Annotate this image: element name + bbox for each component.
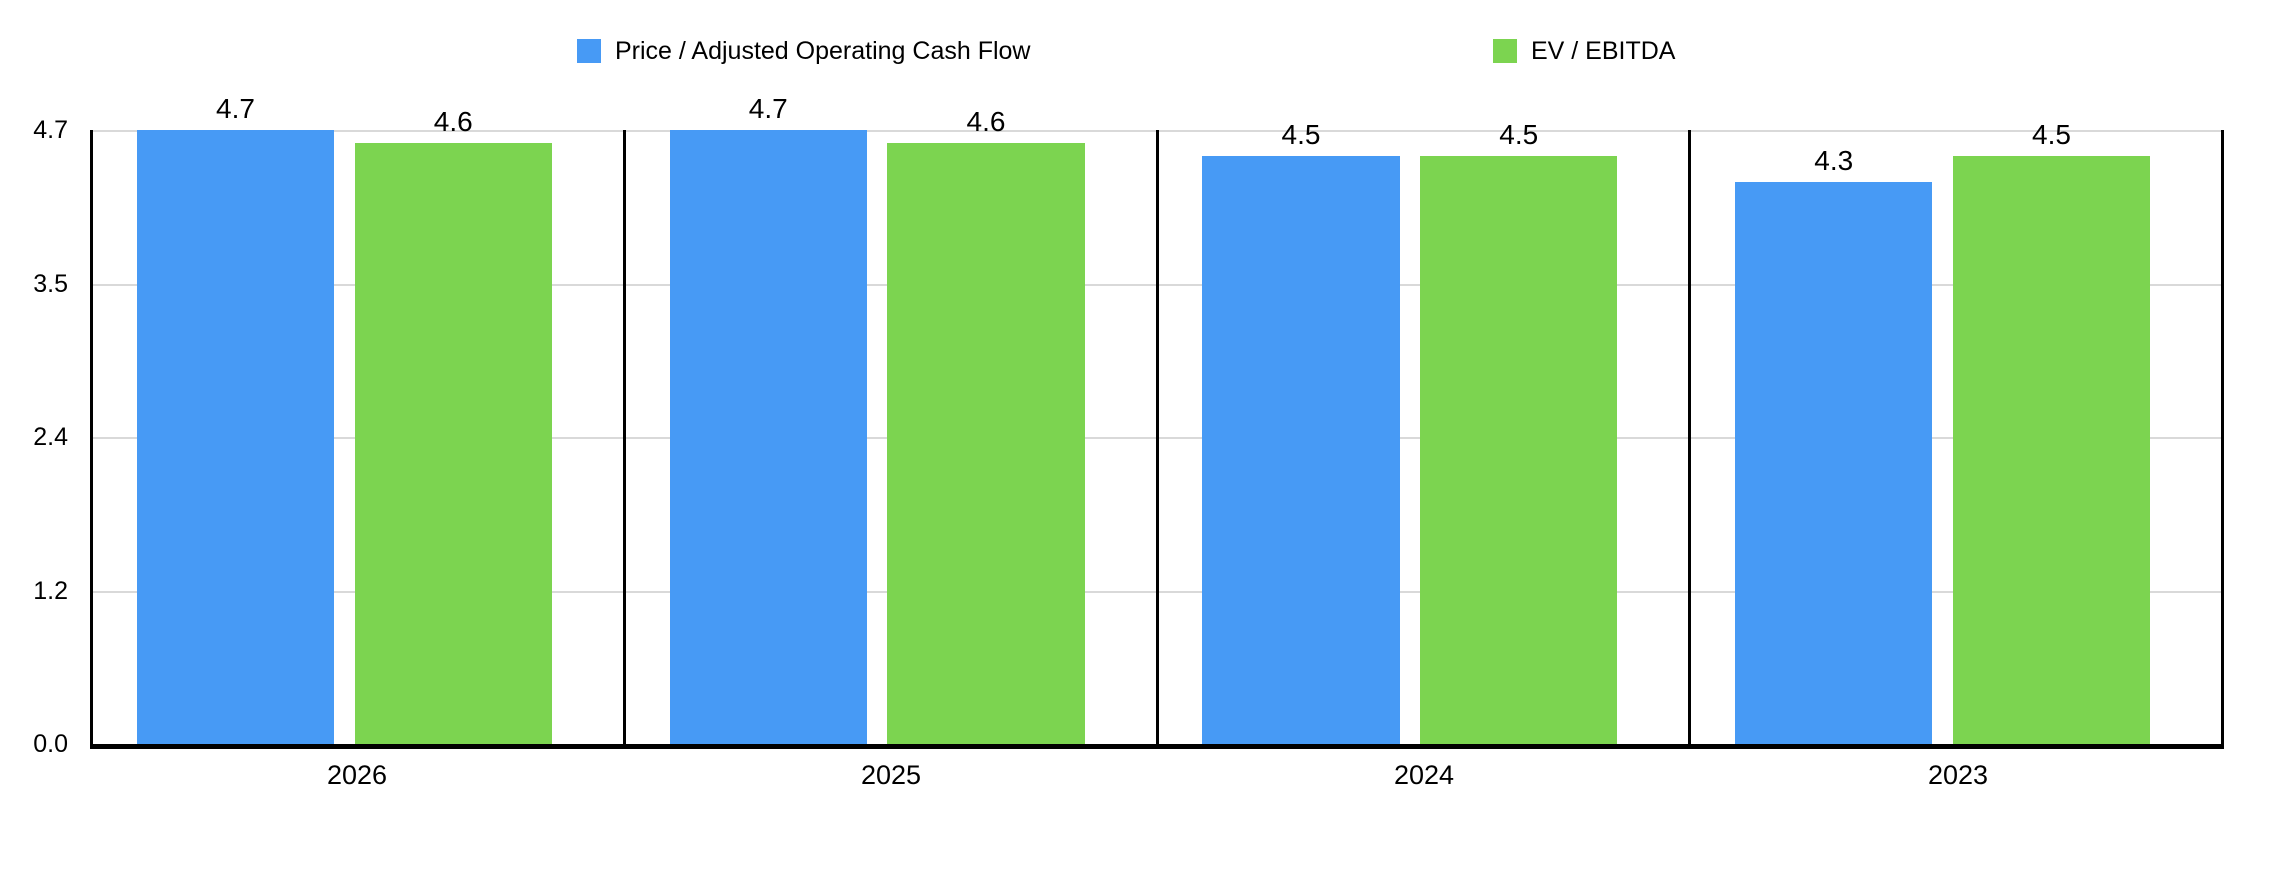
- bar-value-label: 4.6: [433, 106, 473, 138]
- y-tick-label: 3.5: [33, 270, 68, 298]
- category-group-2026: 4.7 4.6: [93, 94, 626, 744]
- bar-value-label: 4.3: [1814, 145, 1854, 177]
- x-category-label: 2023: [1927, 760, 1989, 790]
- bar-blue: 4.5: [1202, 120, 1400, 744]
- legend-item-price-adjusted-operating-cash-flow: Price / Adjusted Operating Cash Flow: [577, 38, 1030, 64]
- x-category-label: 2026: [326, 760, 388, 790]
- plot-area: 4.7 4.6 4.7 4.6 4.5 4.5 4.3 4.5: [90, 94, 2224, 749]
- bar-blue: 4.3: [1735, 146, 1933, 744]
- bar-green: 4.5: [1420, 120, 1618, 744]
- legend-label-ev-ebitda: EV / EBITDA: [1531, 37, 1676, 65]
- y-tick-label: 1.2: [33, 577, 68, 605]
- bar-value-label: 4.5: [1281, 119, 1321, 151]
- bar-green: 4.5: [1952, 120, 2150, 744]
- x-category-label: 2025: [860, 760, 922, 790]
- bar-value-label: 4.5: [2032, 119, 2071, 151]
- bar-value-label: 4.5: [1499, 119, 1539, 151]
- category-group-2025: 4.7 4.6: [626, 94, 1159, 744]
- legend-swatch-green: [1493, 39, 1517, 63]
- x-category-label: 2024: [1393, 760, 1455, 790]
- category-group-2023: 4.3 4.5: [1691, 120, 2221, 744]
- category-group-2024: 4.5 4.5: [1159, 120, 1692, 744]
- bar-value-label: 4.7: [216, 93, 255, 124]
- y-tick-label: 0.0: [33, 730, 68, 758]
- legend-swatch-blue: [577, 39, 601, 63]
- bar-blue: 4.7: [669, 94, 867, 744]
- y-tick-label: 4.7: [33, 116, 68, 144]
- bar-green: 4.6: [354, 107, 552, 744]
- bar-green: 4.6: [887, 107, 1085, 744]
- legend-item-ev-ebitda: EV / EBITDA: [1493, 38, 1675, 64]
- legend-label-price-adjusted-operating-cash-flow: Price / Adjusted Operating Cash Flow: [615, 37, 1031, 65]
- bar-value-label: 4.7: [748, 93, 788, 124]
- bar-value-label: 4.6: [966, 106, 1006, 138]
- y-tick-label: 2.4: [33, 423, 68, 451]
- bar-groups: 4.7 4.6 4.7 4.6 4.5 4.5 4.3 4.5: [93, 94, 2221, 744]
- bar-blue: 4.7: [136, 94, 335, 744]
